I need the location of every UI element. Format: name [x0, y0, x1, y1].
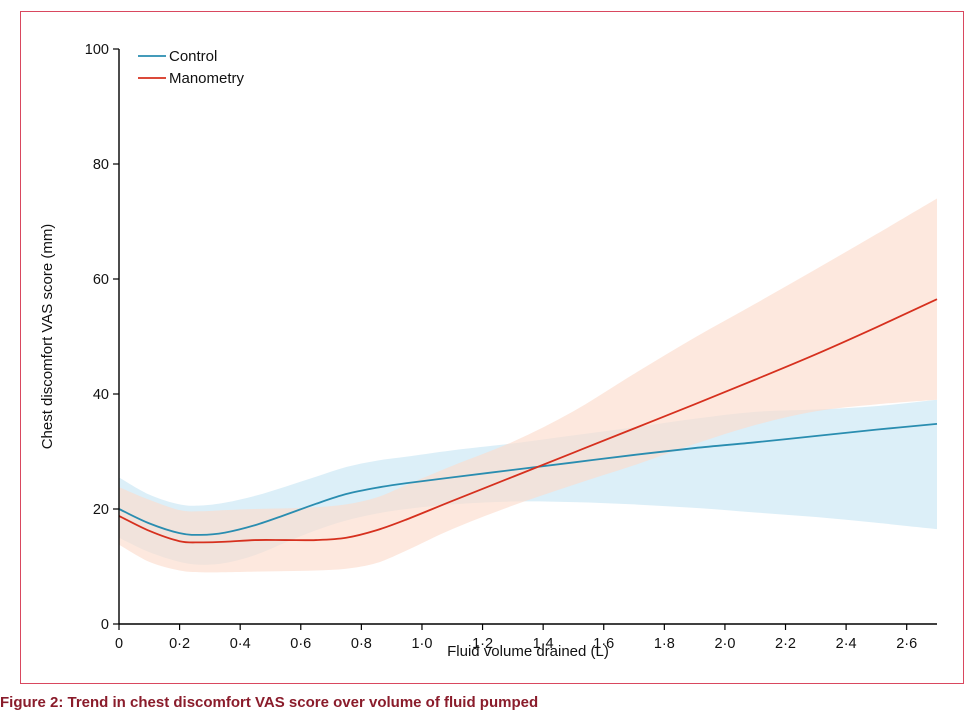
- axes: 0 0·2 0·4 0·6 0·8 1·0 1·2 1·4 1·6 1·8 2·0 2·2 2·4 2·6…: [39, 42, 937, 660]
- legend: Control Manometry: [138, 48, 245, 87]
- x-tick-label: 2·4: [836, 636, 857, 652]
- x-tick-label: 0·6: [290, 636, 311, 652]
- series-line-manometry: [118, 298, 938, 544]
- x-tick-label: 1·0: [411, 636, 432, 652]
- x-tick-label: 0: [115, 636, 123, 652]
- chart-plot: 0 0·2 0·4 0·6 0·8 1·0 1·2 1·4 1·6 1·8 2·0 2·2 2·4 2·6…: [39, 42, 938, 660]
- x-axis-label: Fluid volume drained (L): [447, 643, 609, 660]
- figure-frame: 0 0·2 0·4 0·6 0·8 1·0 1·2 1·4 1·6 1·8 2·0 2·2 2·4 2·6…: [20, 11, 964, 684]
- y-tick-label: 40: [93, 387, 109, 403]
- figure-caption: Figure 2: Trend in chest discomfort VAS …: [0, 694, 539, 711]
- x-tick-label: 2·6: [896, 636, 917, 652]
- x-tick-label: 0·2: [169, 636, 190, 652]
- y-tick-label: 100: [85, 42, 109, 58]
- x-tick-label: 0·4: [230, 636, 251, 652]
- legend-label: Manometry: [169, 70, 245, 87]
- confidence-bands: [119, 198, 937, 573]
- y-tick-label: 20: [93, 502, 109, 518]
- x-tick-label: 1·4: [533, 636, 554, 652]
- series-lines: [118, 298, 938, 544]
- legend-label: Control: [169, 48, 217, 65]
- x-tick-label: 1·2: [472, 636, 493, 652]
- y-axis-label: Chest discomfort VAS score (mm): [39, 224, 56, 450]
- x-tick-label: 1·6: [593, 636, 614, 652]
- y-tick-label: 80: [93, 157, 109, 173]
- x-tick-label: 0·8: [351, 636, 372, 652]
- y-tick-label: 60: [93, 272, 109, 288]
- x-tick-label: 1·8: [654, 636, 675, 652]
- x-tick-label: 2·2: [775, 636, 796, 652]
- series-line-control: [118, 423, 938, 536]
- y-tick-label: 0: [101, 617, 109, 633]
- x-tick-label: 2·0: [714, 636, 735, 652]
